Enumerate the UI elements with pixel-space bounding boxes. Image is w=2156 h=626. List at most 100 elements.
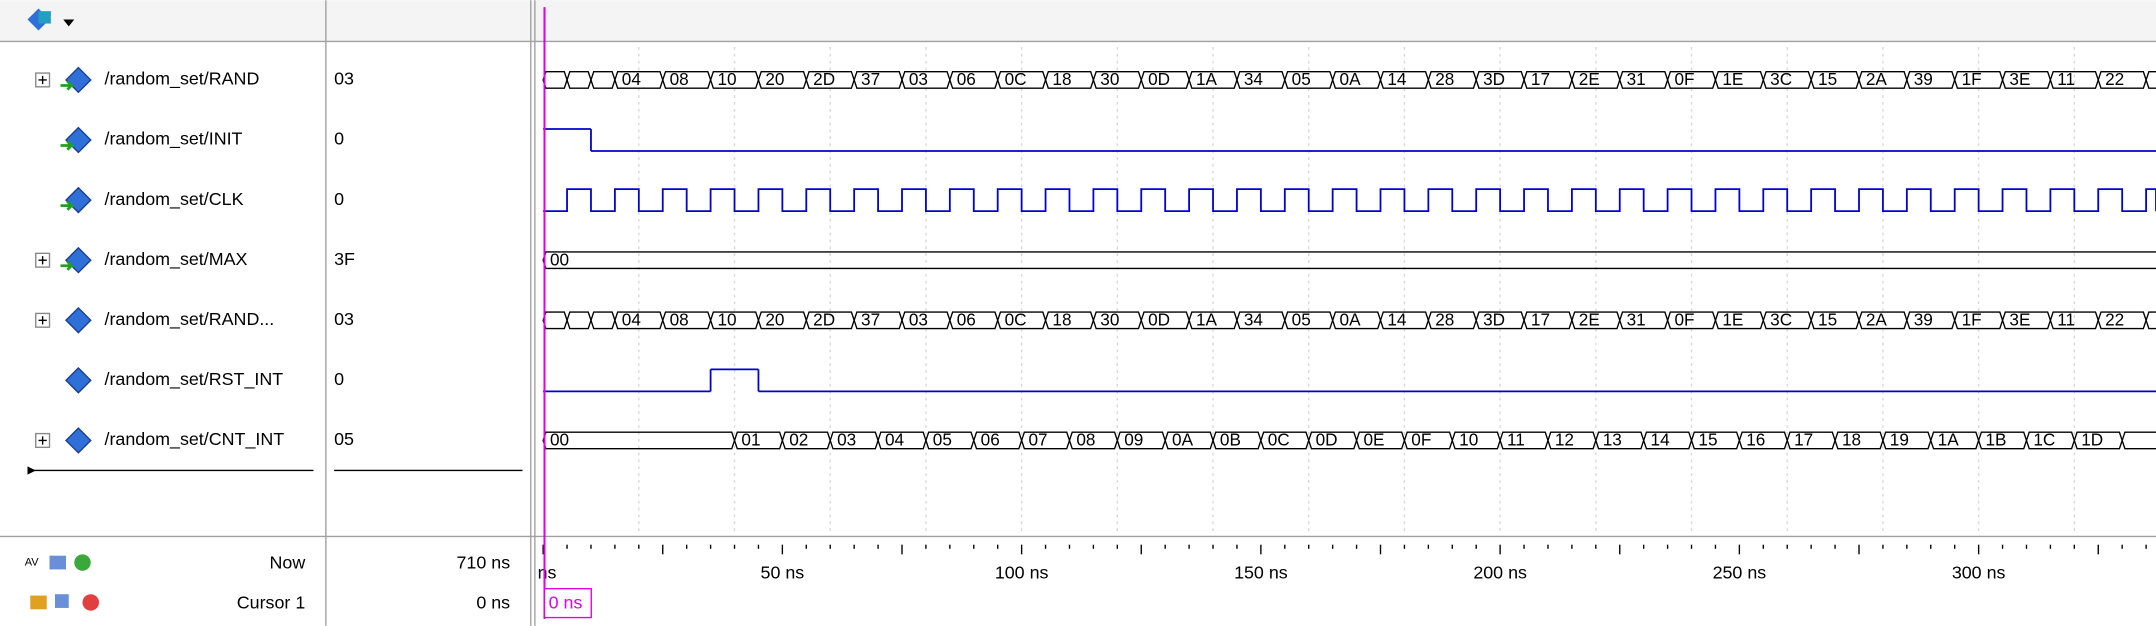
- bus-label: 1E: [1722, 310, 1743, 330]
- bus-label: 0F: [1411, 430, 1431, 450]
- expand-plus: [38, 316, 47, 325]
- bus-label: 08: [670, 69, 689, 89]
- signal-name[interactable]: /random_set/RST_INT: [105, 369, 284, 390]
- signal-value: 0: [334, 369, 344, 389]
- bus-label: 1A: [1196, 310, 1218, 330]
- bus-label: 30: [1100, 310, 1119, 330]
- bus-label: 0A: [1340, 310, 1362, 330]
- bus-label: 37: [861, 310, 880, 330]
- input-arrow: [60, 140, 75, 151]
- bus-label: 39: [1914, 69, 1933, 89]
- bus-label: 0A: [1172, 430, 1194, 450]
- bus-label: 0D: [1148, 310, 1170, 330]
- bus-label: 14: [1387, 310, 1407, 330]
- signal-name[interactable]: /random_set/INIT: [105, 129, 243, 150]
- input-arrow: [60, 200, 75, 211]
- bus-cell: [542, 251, 2156, 270]
- bus-label: 3E: [2009, 69, 2030, 89]
- signal-name[interactable]: /random_set/CNT_INT: [105, 429, 285, 450]
- input-arrow: [60, 260, 75, 271]
- bus-label: 1A: [1196, 69, 1218, 89]
- bus-label: 04: [622, 310, 642, 330]
- bus-label: 15: [1818, 69, 1837, 89]
- bus-cell: [2145, 311, 2156, 330]
- bus-label: 30: [1100, 69, 1119, 89]
- bus-label: 16: [1746, 430, 1765, 450]
- bus-label: 06: [957, 69, 976, 89]
- bus-label: 14: [1387, 69, 1407, 89]
- bus-label: 2D: [813, 69, 835, 89]
- signal-icon: [65, 306, 92, 334]
- time-label: 250 ns: [1713, 562, 1767, 582]
- bus-label: 14: [1651, 430, 1671, 450]
- signal-value: 03: [334, 309, 354, 329]
- bus-label: 1B: [1986, 430, 2007, 450]
- expand-plus: [38, 256, 47, 265]
- bus-label: 10: [1459, 430, 1478, 450]
- bus-label: 17: [1531, 69, 1550, 89]
- bus-label: 10: [717, 69, 736, 89]
- bus-label: 28: [1435, 69, 1454, 89]
- signal-name[interactable]: /random_set/MAX: [105, 249, 248, 270]
- bus-label: 34: [1244, 310, 1264, 330]
- bus-label: 18: [1052, 69, 1071, 89]
- now-value: 710 ns: [457, 553, 511, 573]
- bus-label: 07: [1029, 430, 1048, 450]
- bus-label: 05: [1292, 69, 1311, 89]
- bus-label: 1E: [1722, 69, 1743, 89]
- toolbar: [0, 0, 2156, 42]
- expand-plus: [38, 75, 47, 85]
- bus-label: 28: [1435, 310, 1454, 330]
- cursor-label: Cursor 1: [237, 593, 306, 613]
- signal-icon: [65, 427, 92, 454]
- bus-label: 20: [765, 69, 784, 89]
- time-label: 300 ns: [1952, 562, 2006, 582]
- bus-label: 05: [1292, 310, 1311, 330]
- toolbar-icon[interactable]: [27, 8, 75, 31]
- time-label: 50 ns: [761, 562, 805, 582]
- bus-label: 3D: [1483, 69, 1505, 89]
- bus-label: 2A: [1866, 69, 1888, 89]
- bus-cell: [2121, 431, 2156, 450]
- signal-value: 03: [334, 69, 354, 89]
- bus-label: 20: [765, 310, 784, 330]
- bus-label: 37: [861, 69, 880, 89]
- bus-label: 22: [2105, 310, 2124, 330]
- signal-name[interactable]: /random_set/RAND: [105, 69, 260, 90]
- cursor-icons[interactable]: [30, 594, 99, 611]
- now-icons[interactable]: AV: [25, 554, 91, 571]
- bus-label: 06: [981, 430, 1000, 450]
- bus-label: 03: [909, 310, 928, 330]
- bus-label: 11: [2057, 310, 2075, 330]
- bus-label: 2D: [813, 310, 835, 330]
- bus-label: 19: [1890, 430, 1909, 450]
- bus-label: 0E: [1363, 430, 1384, 450]
- svg-text:AV: AV: [25, 556, 40, 568]
- insert-row: [27, 466, 523, 475]
- bus-label: 06: [957, 310, 976, 330]
- bus-label: 0C: [1268, 430, 1290, 450]
- signal-name[interactable]: /random_set/RAND...: [105, 309, 275, 330]
- bus-label: 18: [1842, 430, 1861, 450]
- bus-label: 1F: [1962, 69, 1982, 89]
- bus-label: 3E: [2009, 310, 2030, 330]
- bus-label: 0D: [1316, 430, 1338, 450]
- bus-label: 10: [717, 310, 736, 330]
- bus-label: 02: [789, 430, 808, 450]
- bus-label: 09: [1124, 430, 1143, 450]
- bus-label: 0A: [1340, 69, 1362, 89]
- signal-value: 05: [334, 429, 354, 449]
- bus-label: 0C: [1005, 69, 1027, 89]
- bus-label: 01: [741, 430, 760, 450]
- bus-label: 04: [885, 430, 905, 450]
- bus-label: 08: [670, 310, 689, 330]
- bus-label: 0D: [1148, 69, 1170, 89]
- bus-label: 2E: [1579, 69, 1600, 89]
- bus-label: 18: [1052, 310, 1071, 330]
- bus-label: 00: [550, 249, 569, 269]
- bus-label: 17: [1531, 310, 1550, 330]
- signal-name[interactable]: /random_set/CLK: [105, 189, 244, 210]
